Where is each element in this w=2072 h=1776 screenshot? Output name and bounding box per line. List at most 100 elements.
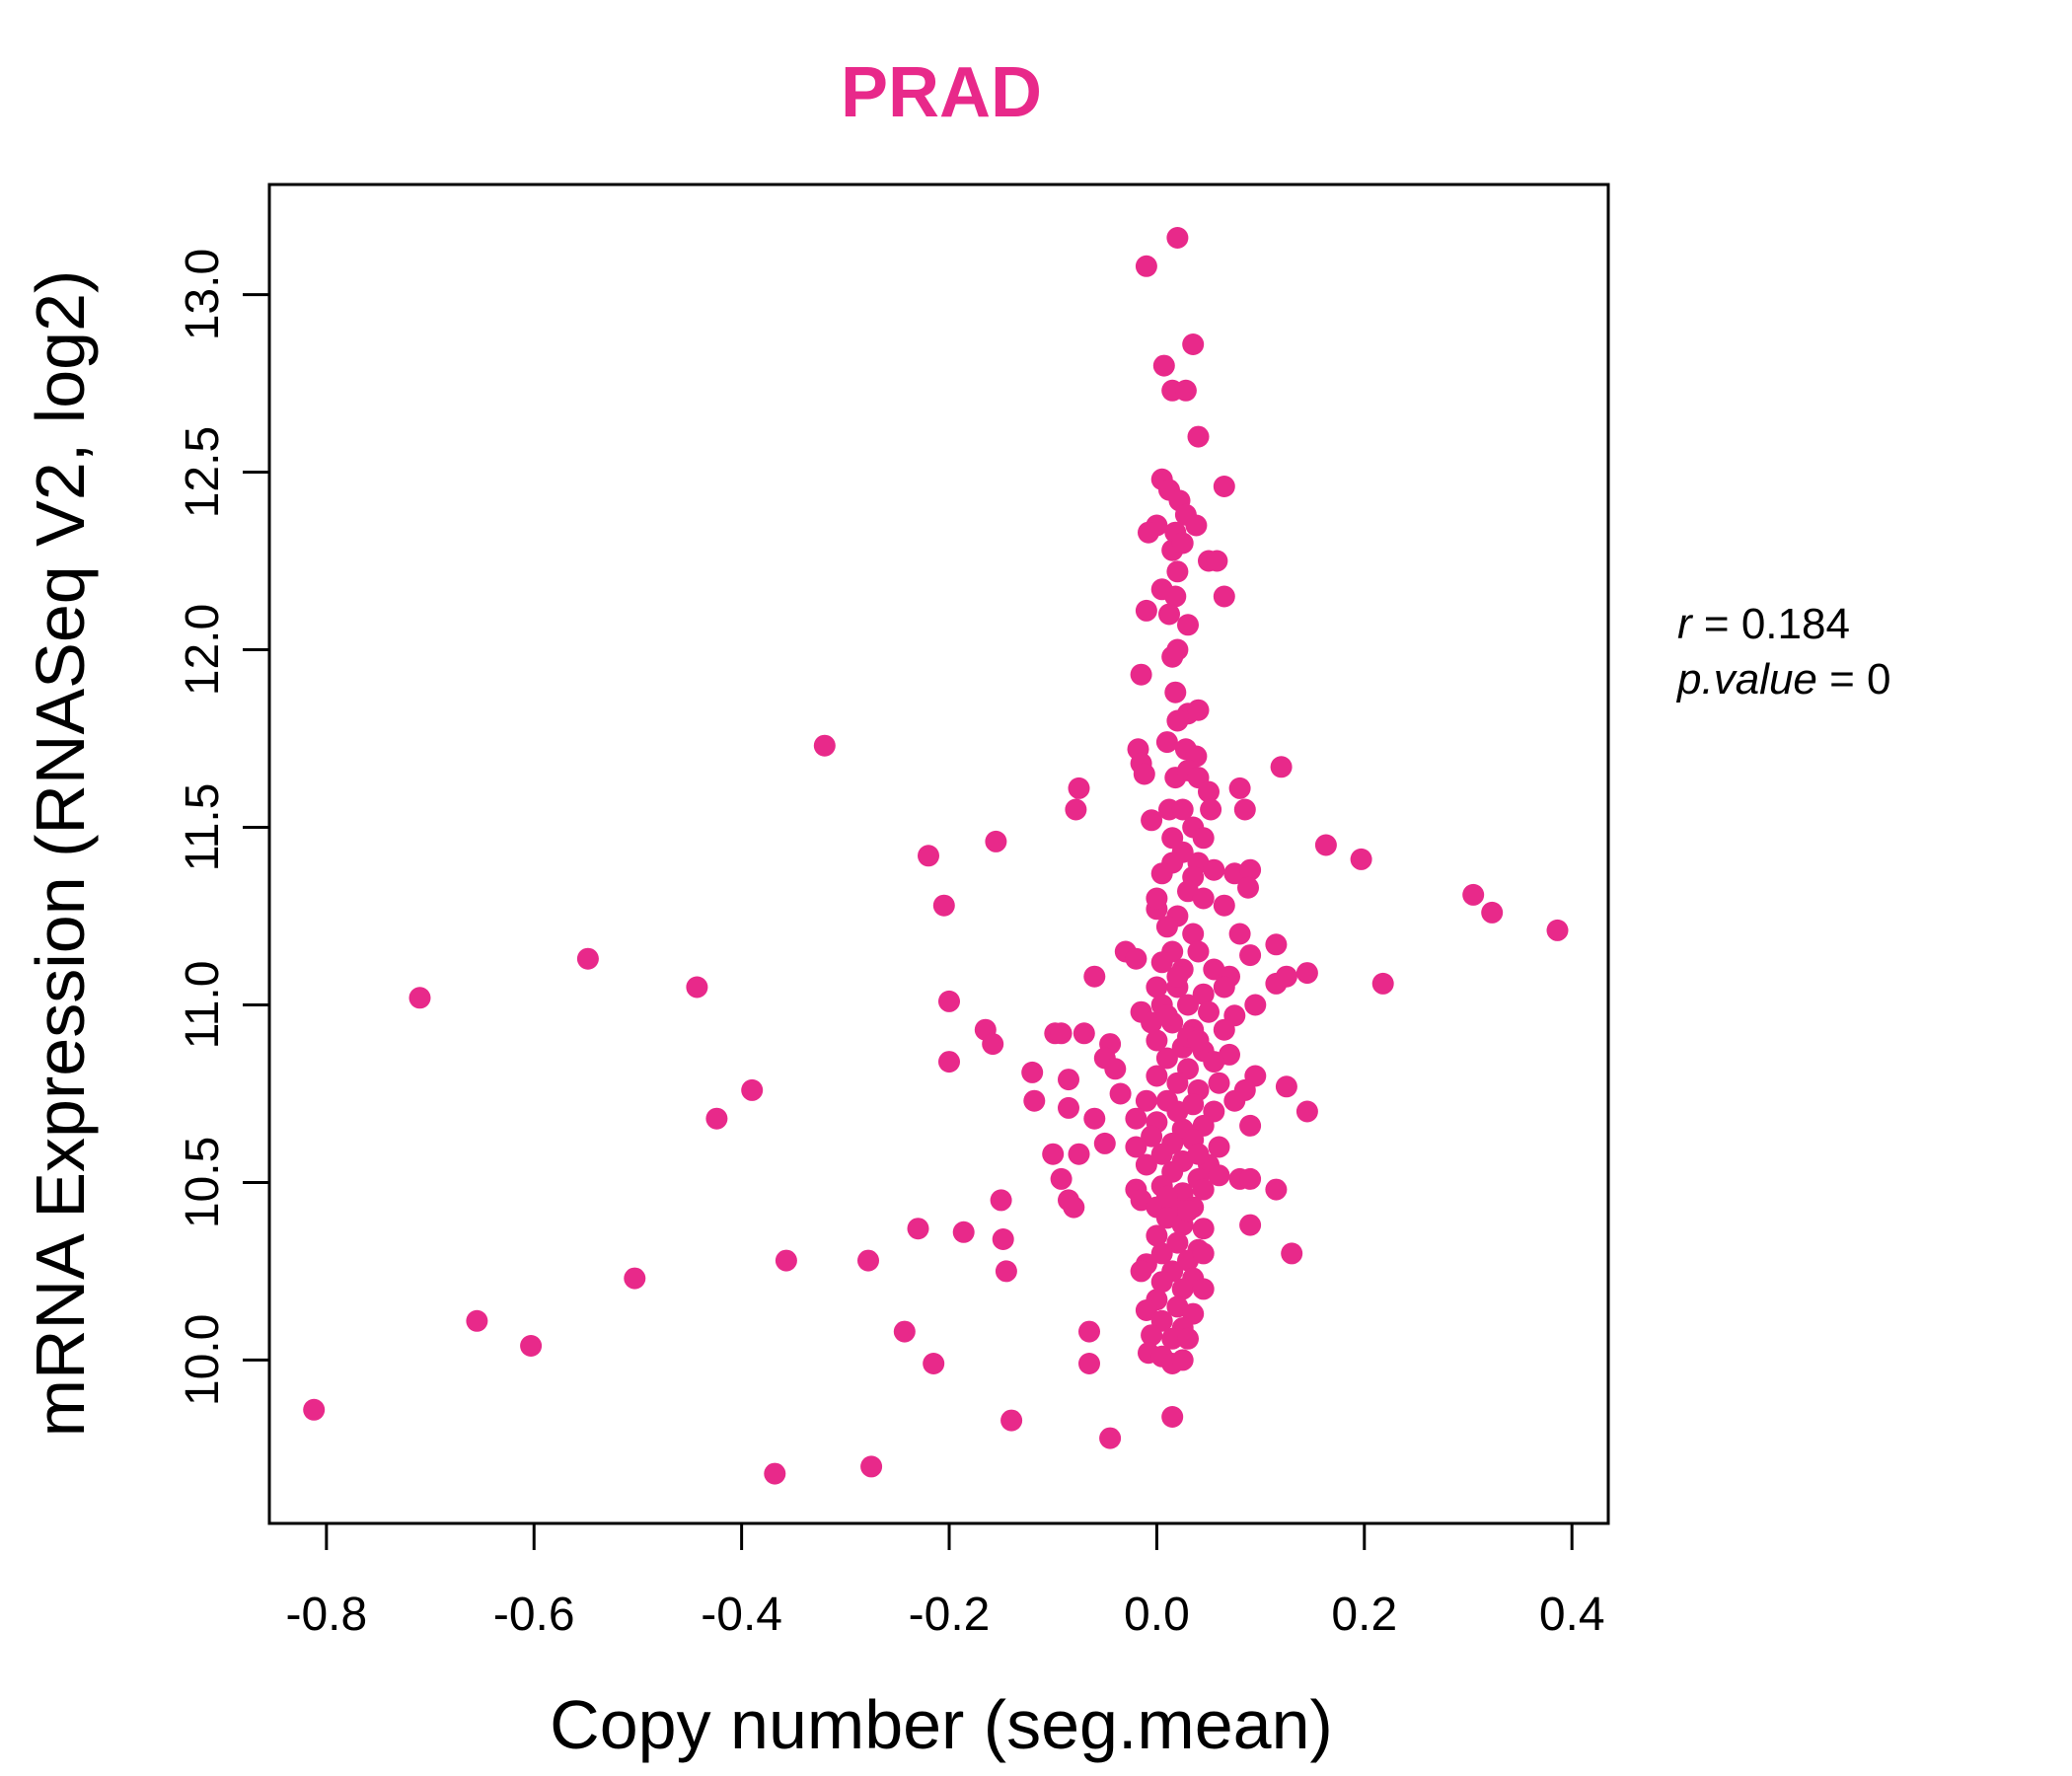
data-point [1042,1143,1065,1165]
data-point [1146,887,1168,910]
data-point [1171,1278,1194,1300]
data-point [775,1249,797,1272]
data-point [1187,1143,1210,1165]
data-point [1166,227,1189,249]
data-point [1275,1075,1297,1098]
data-point [1371,972,1394,995]
data-point [1146,1224,1168,1247]
data-point [1083,965,1106,988]
data-point [1192,1278,1215,1300]
data-point [982,1033,1004,1056]
data-point [1141,809,1163,832]
data-point [1166,1100,1189,1123]
data-point [1135,599,1157,622]
data-point [1228,777,1251,799]
data-point [1141,1324,1163,1347]
data-point [1177,994,1199,1016]
data-point [918,845,939,867]
data-point [857,1249,879,1272]
data-point [1155,731,1178,754]
data-point [1166,1072,1189,1094]
data-point [1208,1072,1230,1094]
data-point [466,1309,488,1332]
data-point [1185,514,1208,537]
data-point [1158,603,1180,626]
data-point [1125,1136,1147,1158]
data-point [1177,1327,1199,1350]
data-point [1161,1327,1184,1350]
y-tick-label: 10.5 [177,1137,229,1228]
data-point [1021,1061,1044,1083]
data-point [1481,901,1504,924]
data-point [1198,780,1220,803]
data-point [1068,777,1090,799]
data-point [1192,827,1215,850]
data-point [624,1267,646,1290]
y-tick-label: 12.0 [177,604,229,696]
data-point [705,1107,728,1130]
data-point [1166,560,1189,583]
y-tick-label: 11.0 [177,961,229,1050]
data-point [1135,255,1157,277]
data-point [1130,1260,1152,1283]
data-point [1192,983,1215,1005]
data-point [1213,1018,1235,1041]
data-point [990,1189,1012,1212]
data-point [1078,1320,1100,1343]
data-point [303,1398,326,1421]
data-point [1146,976,1168,999]
data-point [1192,1242,1215,1265]
data-point [923,1353,945,1374]
data-point [1164,585,1187,608]
data-point [1208,1164,1230,1187]
data-point [1239,1214,1262,1236]
x-tick-label: 0.0 [1124,1589,1190,1641]
data-point [1239,1114,1262,1137]
data-point [1192,887,1215,910]
data-point [1150,1143,1173,1165]
data-point [1063,1196,1085,1219]
data-point [1171,798,1194,821]
data-point [1166,638,1189,661]
data-point [1213,976,1235,999]
y-axis: 10.0 10.5 11.0 11.5 12.0 12.5 13.0 [177,249,271,1406]
data-point [1213,585,1235,608]
data-point [1166,965,1189,988]
data-point [1171,1349,1194,1371]
data-point [1295,962,1318,985]
data-point [893,1320,916,1343]
data-point [1141,1125,1163,1147]
data-point [1546,919,1569,941]
x-tick-label: -0.4 [701,1589,782,1641]
data-point [1050,1022,1073,1045]
data-point [1166,709,1189,732]
data-point [1135,1153,1157,1176]
data-point [1281,1242,1303,1265]
data-point [1073,1022,1095,1045]
data-point [1099,1427,1122,1449]
data-point [1295,1100,1318,1123]
x-axis: -0.8 -0.6 -0.4 -0.2 0.0 0.2 0.4 [285,1521,1605,1641]
data-point [1078,1353,1100,1374]
y-tick-label: 10.0 [177,1314,229,1406]
data-point [1155,1004,1178,1027]
data-point [1109,1082,1132,1105]
data-point [686,976,708,999]
data-point [1228,923,1251,945]
data-point [1130,663,1152,686]
data-point [1192,1218,1215,1240]
data-point [1166,1231,1189,1254]
data-point [1198,1000,1220,1023]
data-point [1187,940,1210,963]
data-point [1171,532,1194,555]
data-point [985,830,1007,852]
data-point [1462,883,1485,906]
data-point [1150,951,1173,974]
data-point [1125,947,1147,970]
data-point [1023,1089,1046,1112]
data-point [1213,476,1235,497]
data-point [1237,876,1259,899]
data-point [1233,798,1256,821]
data-point [1058,1096,1079,1119]
p-label: p.value [1677,655,1817,703]
